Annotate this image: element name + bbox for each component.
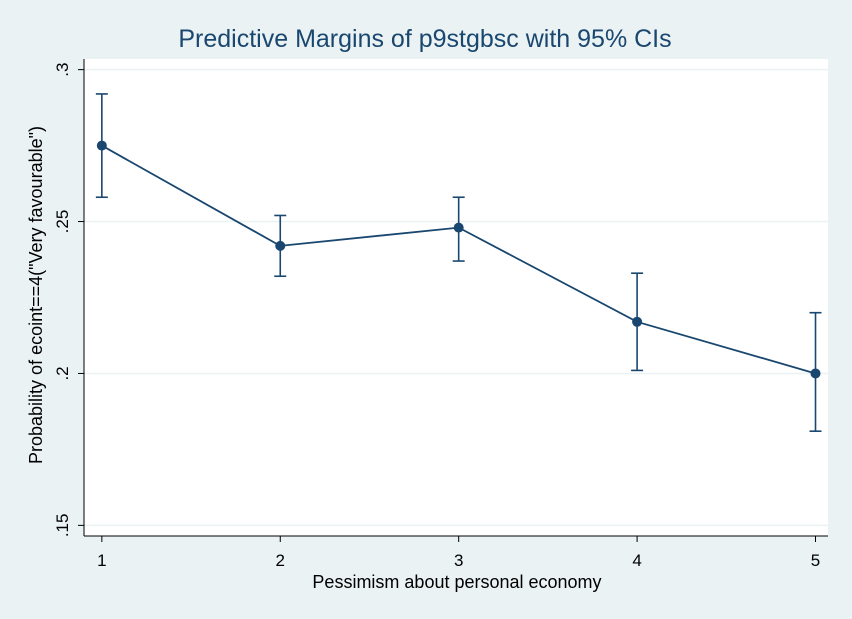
data-point <box>96 140 107 151</box>
chart-title: Predictive Margins of p9stgbsc with 95% … <box>178 25 671 53</box>
x-tick-label: 3 <box>454 551 463 570</box>
x-axis-title: Pessimism about personal economy <box>312 572 601 592</box>
y-tick-label: .25 <box>53 210 72 234</box>
data-point <box>275 240 286 251</box>
data-points <box>96 140 821 379</box>
x-tick-label: 1 <box>97 551 106 570</box>
x-tick-label: 2 <box>276 551 285 570</box>
grid-lines <box>84 68 828 527</box>
data-point <box>453 222 464 233</box>
y-tick-label: .2 <box>53 366 72 380</box>
plot-area <box>84 59 828 536</box>
axes <box>78 59 828 542</box>
y-tick-label: .3 <box>53 63 72 77</box>
y-tick-label: .15 <box>53 514 72 538</box>
data-point <box>810 368 821 379</box>
y-axis-title: Probability of ecoint==4("Very favourabl… <box>26 126 46 464</box>
x-tick-label: 4 <box>632 551 641 570</box>
tick-labels: .15 .2 .25 .3 1 2 3 4 5 <box>53 63 820 570</box>
data-point <box>632 316 643 327</box>
x-tick-label: 5 <box>811 551 820 570</box>
